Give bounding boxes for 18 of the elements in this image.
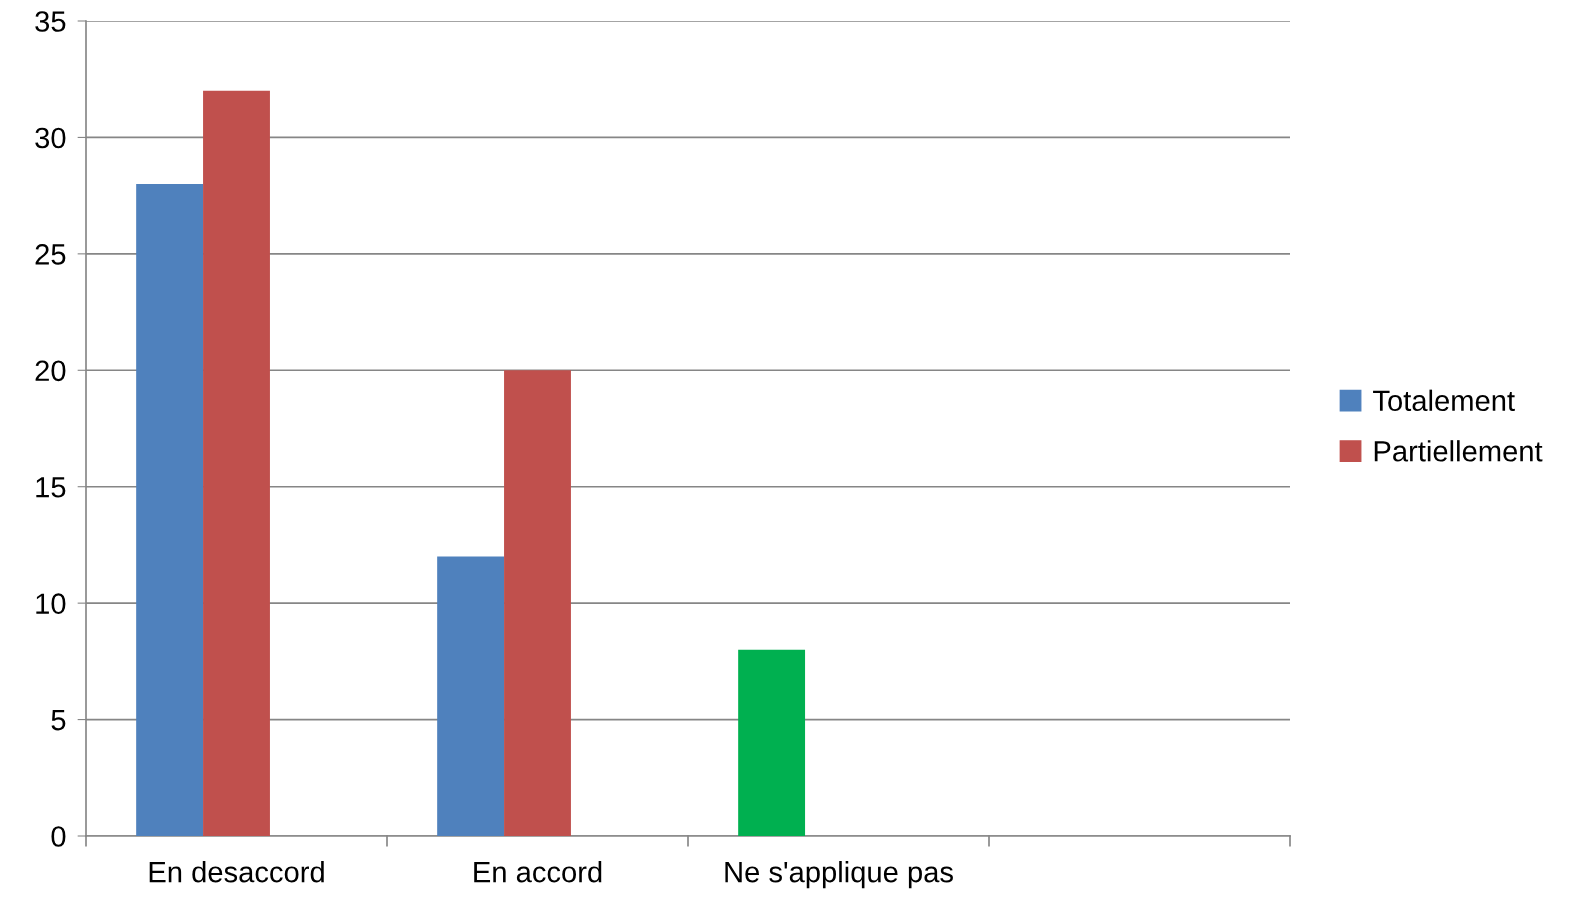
bar — [136, 184, 204, 836]
x-tick-label: En accord — [474, 861, 602, 883]
x-tick-label: En desaccord — [149, 861, 324, 883]
x-tick-label: Ne s'applique pas — [725, 861, 953, 889]
legend-label: Partiellement — [1374, 440, 1543, 462]
y-tick-label: 15 — [36, 477, 66, 498]
legend-label: Totalement — [1373, 389, 1515, 412]
y-tick-label: 25 — [35, 244, 66, 265]
bar — [203, 90, 270, 836]
y-tick-label: 0 — [51, 826, 66, 847]
y-tick-label: 5 — [51, 710, 66, 731]
y-tick-label: 20 — [35, 360, 66, 382]
y-tick-label: 35 — [35, 11, 66, 32]
y-tick-label: 30 — [35, 127, 66, 149]
bar — [437, 556, 505, 836]
y-tick-label: 10 — [36, 593, 66, 614]
bar — [738, 649, 806, 836]
bar — [504, 370, 571, 836]
